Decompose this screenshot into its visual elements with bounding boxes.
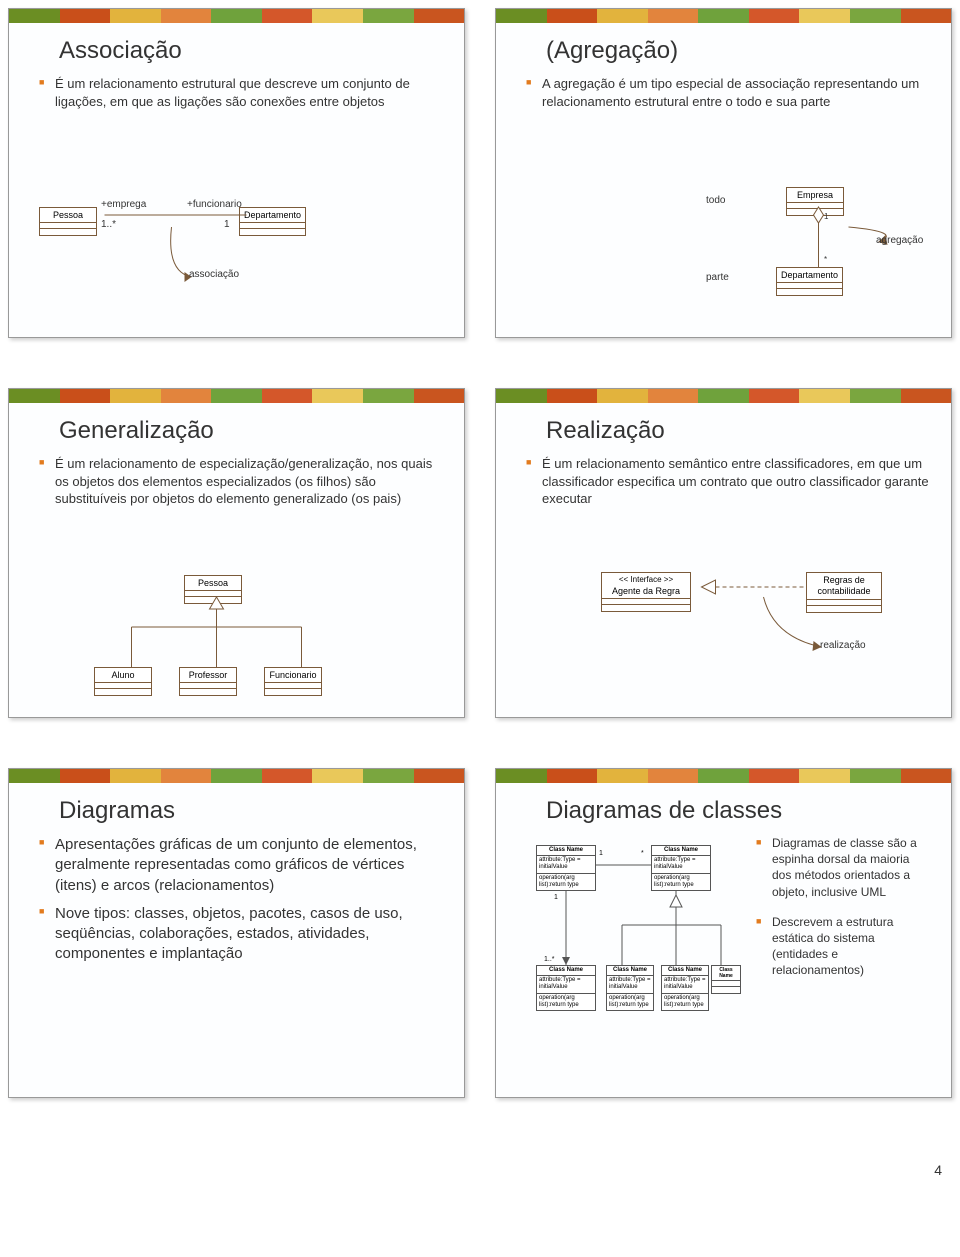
slide-title: Associação: [9, 23, 464, 75]
slide-title: Realização: [496, 403, 951, 455]
diagram-generalizacao: Pessoa Aluno Professor Funcionario: [9, 567, 464, 717]
role-label: +emprega: [101, 199, 146, 210]
slide-realizacao: Realização É um relacionamento semântico…: [495, 388, 952, 718]
association-label: associação: [189, 269, 239, 280]
svg-text:*: *: [641, 850, 644, 857]
class-box: Class Name attribute:Type =initialValue …: [661, 965, 709, 1011]
uml-class-departamento: Departamento: [776, 267, 843, 296]
uml-interface-agente: << Interface >> Agente da Regra: [601, 572, 691, 612]
multiplicity-label: 1..*: [101, 219, 116, 230]
class-box: Class Name attribute:Type =initialValue …: [536, 845, 596, 891]
bullet-list: Apresentações gráficas de um conjunto de…: [9, 835, 464, 965]
diagram-realizacao: << Interface >> Agente da Regra Regras d…: [496, 537, 951, 717]
class-box: Class Name attribute:Type =initialValue …: [651, 845, 711, 891]
bullet-list: É um relacionamento de especialização/ge…: [9, 455, 464, 508]
uml-class-regras: Regras de contabilidade: [806, 572, 882, 613]
multiplicity-label: 1: [824, 212, 828, 221]
uml-class-funcionario: Funcionario: [264, 667, 322, 696]
uml-class-empresa: Empresa: [786, 187, 844, 216]
decorative-bar: [496, 389, 951, 403]
slide-generalizacao: Generalização É um relacionamento de esp…: [8, 388, 465, 718]
svg-text:1..*: 1..*: [544, 956, 555, 963]
slide-title: Diagramas de classes: [496, 783, 951, 835]
uml-class-pessoa: Pessoa: [184, 575, 242, 604]
uml-class-pessoa: Pessoa: [39, 207, 97, 236]
uml-class-aluno: Aluno: [94, 667, 152, 696]
slide-agregacao: (Agregação) A agregação é um tipo especi…: [495, 8, 952, 338]
todo-label: todo: [706, 195, 725, 206]
multiplicity-label: 1: [224, 219, 230, 230]
bullet-item: Nove tipos: classes, objetos, pacotes, c…: [39, 904, 434, 965]
slide-diagramas-classes: Diagramas de classes 1 * 1 1..*: [495, 768, 952, 1098]
decorative-bar: [9, 389, 464, 403]
slide-title: Diagramas: [9, 783, 464, 835]
bullet-item: Apresentações gráficas de um conjunto de…: [39, 835, 434, 896]
page-number: 4: [934, 1162, 942, 1178]
slide-title: Generalização: [9, 403, 464, 455]
class-box: Class Name attribute:Type =initialValue …: [536, 965, 596, 1011]
svg-text:1: 1: [554, 894, 558, 901]
decorative-bar: [9, 9, 464, 23]
bullet-item: A agregação é um tipo especial de associ…: [526, 75, 931, 110]
bullet-item: É um relacionamento semântico entre clas…: [526, 455, 931, 508]
decorative-bar: [496, 769, 951, 783]
uml-class-professor: Professor: [179, 667, 237, 696]
multiplicity-label: *: [824, 255, 827, 264]
svg-text:1: 1: [599, 850, 603, 857]
class-box: Class Name attribute:Type =initialValue …: [606, 965, 654, 1011]
bullet-list: A agregação é um tipo especial de associ…: [496, 75, 951, 110]
aggregation-label: agregação: [876, 235, 923, 246]
slide-associacao: Associação É um relacionamento estrutura…: [8, 8, 465, 338]
diagram-associacao: Pessoa Departamento +emprega +funcionari…: [9, 157, 464, 337]
class-diagram-figure: 1 * 1 1..* Class Name attribute:Type =in…: [516, 835, 746, 1055]
decorative-bar: [496, 9, 951, 23]
bullet-item: É um relacionamento estrutural que descr…: [39, 75, 444, 110]
slide-diagramas: Diagramas Apresentações gráficas de um c…: [8, 768, 465, 1098]
uml-class-departamento: Departamento: [239, 207, 306, 236]
slide-grid: Associação É um relacionamento estrutura…: [8, 8, 952, 1098]
bullet-item: Descrevem a estrutura estática do sistem…: [756, 914, 931, 979]
bullet-list: É um relacionamento estrutural que descr…: [9, 75, 464, 110]
role-label: +funcionario: [187, 199, 242, 210]
diagram-agregacao: Empresa Departamento todo parte agregaçã…: [496, 157, 951, 337]
slide-title: (Agregação): [496, 23, 951, 75]
realization-label: realização: [820, 640, 866, 651]
bullet-list: É um relacionamento semântico entre clas…: [496, 455, 951, 508]
bullet-list: Diagramas de classe são a espinha dorsal…: [756, 835, 931, 1055]
bullet-item: É um relacionamento de especialização/ge…: [39, 455, 444, 508]
decorative-bar: [9, 769, 464, 783]
parte-label: parte: [706, 272, 729, 283]
class-box: Class Name: [711, 965, 741, 994]
bullet-item: Diagramas de classe são a espinha dorsal…: [756, 835, 931, 900]
